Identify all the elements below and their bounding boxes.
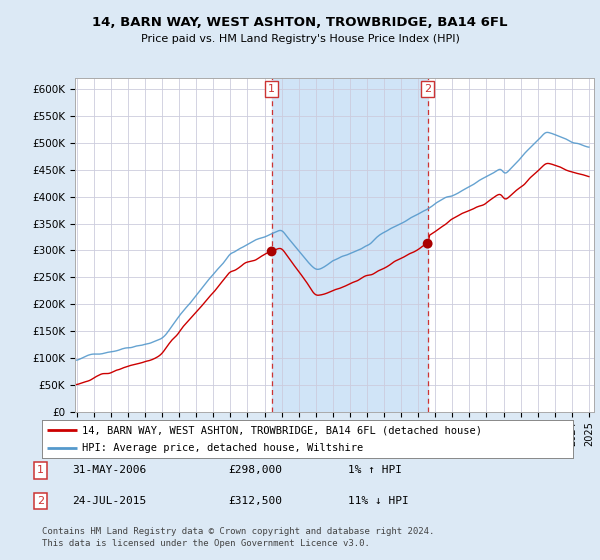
Text: 1% ↑ HPI: 1% ↑ HPI (348, 465, 402, 475)
Text: 14, BARN WAY, WEST ASHTON, TROWBRIDGE, BA14 6FL (detached house): 14, BARN WAY, WEST ASHTON, TROWBRIDGE, B… (82, 425, 482, 435)
Text: 1: 1 (37, 465, 44, 475)
Text: 2: 2 (424, 84, 431, 94)
Text: 24-JUL-2015: 24-JUL-2015 (72, 496, 146, 506)
Text: 2: 2 (37, 496, 44, 506)
Text: 14, BARN WAY, WEST ASHTON, TROWBRIDGE, BA14 6FL: 14, BARN WAY, WEST ASHTON, TROWBRIDGE, B… (92, 16, 508, 29)
Point (423, 239, 433, 248)
Point (267, 247, 277, 256)
Text: 1: 1 (268, 84, 275, 94)
Text: HPI: Average price, detached house, Wiltshire: HPI: Average price, detached house, Wilt… (82, 443, 363, 453)
Text: £312,500: £312,500 (228, 496, 282, 506)
Bar (272, 78, 428, 412)
Text: Contains HM Land Registry data © Crown copyright and database right 2024.
This d: Contains HM Land Registry data © Crown c… (42, 527, 434, 548)
Text: 31-MAY-2006: 31-MAY-2006 (72, 465, 146, 475)
Text: £298,000: £298,000 (228, 465, 282, 475)
Text: 11% ↓ HPI: 11% ↓ HPI (348, 496, 409, 506)
Text: Price paid vs. HM Land Registry's House Price Index (HPI): Price paid vs. HM Land Registry's House … (140, 34, 460, 44)
